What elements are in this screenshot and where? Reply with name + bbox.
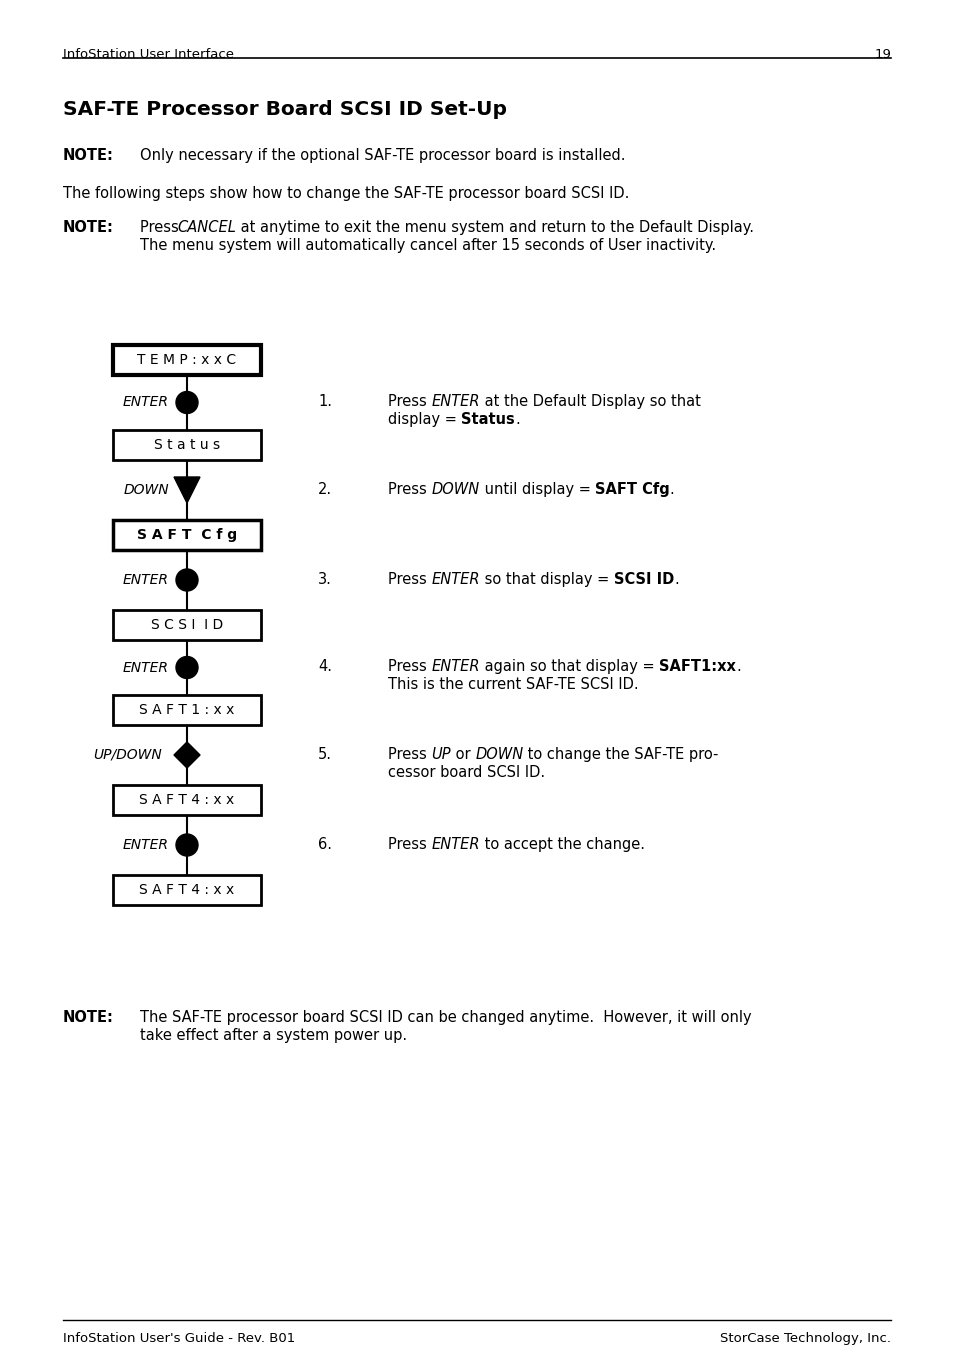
Text: CANCEL: CANCEL <box>177 220 235 235</box>
Text: ENTER: ENTER <box>123 838 169 852</box>
Bar <box>112 430 261 460</box>
Bar <box>112 611 261 639</box>
Text: DOWN: DOWN <box>431 482 479 497</box>
Text: Press: Press <box>140 220 183 235</box>
Text: S A F T 4 : x x: S A F T 4 : x x <box>139 793 234 806</box>
Text: NOTE:: NOTE: <box>63 1010 113 1025</box>
Bar <box>112 345 261 375</box>
Circle shape <box>175 657 198 679</box>
Text: ENTER: ENTER <box>123 574 169 587</box>
Text: .: . <box>515 412 519 427</box>
Text: This is the current SAF-TE SCSI ID.: This is the current SAF-TE SCSI ID. <box>388 678 638 691</box>
Text: ENTER: ENTER <box>431 658 479 674</box>
Text: Press: Press <box>388 394 431 409</box>
Text: until display =: until display = <box>479 482 595 497</box>
Text: ENTER: ENTER <box>123 660 169 675</box>
Text: .: . <box>735 658 740 674</box>
Text: .: . <box>673 572 678 587</box>
Text: SAF-TE Processor Board SCSI ID Set-Up: SAF-TE Processor Board SCSI ID Set-Up <box>63 100 506 119</box>
Text: InfoStation User Interface: InfoStation User Interface <box>63 48 233 62</box>
Text: 19: 19 <box>873 48 890 62</box>
Text: to change the SAF-TE pro-: to change the SAF-TE pro- <box>523 747 719 763</box>
Text: Only necessary if the optional SAF-TE processor board is installed.: Only necessary if the optional SAF-TE pr… <box>140 148 625 163</box>
Circle shape <box>175 392 198 413</box>
Text: display =: display = <box>388 412 461 427</box>
Text: NOTE:: NOTE: <box>63 220 113 235</box>
Text: S C S I  I D: S C S I I D <box>151 617 223 632</box>
Text: ENTER: ENTER <box>431 572 479 587</box>
Text: T E M P : x x C: T E M P : x x C <box>137 353 236 367</box>
Text: S A F T 4 : x x: S A F T 4 : x x <box>139 883 234 897</box>
Text: InfoStation User's Guide - Rev. B01: InfoStation User's Guide - Rev. B01 <box>63 1332 294 1344</box>
Bar <box>112 695 261 726</box>
Text: or: or <box>451 747 475 763</box>
Text: take effect after a system power up.: take effect after a system power up. <box>140 1028 407 1043</box>
Text: .: . <box>669 482 674 497</box>
Text: S A F T 1 : x x: S A F T 1 : x x <box>139 704 234 717</box>
Text: SCSI ID: SCSI ID <box>613 572 673 587</box>
Text: S A F T  C f g: S A F T C f g <box>137 528 236 542</box>
Text: 4.: 4. <box>317 658 332 674</box>
Text: 2.: 2. <box>317 482 332 497</box>
Text: 1.: 1. <box>317 394 332 409</box>
Text: ENTER: ENTER <box>431 836 479 852</box>
Text: UP/DOWN: UP/DOWN <box>93 747 162 763</box>
Text: at the Default Display so that: at the Default Display so that <box>479 394 700 409</box>
Text: The menu system will automatically cancel after 15 seconds of User inactivity.: The menu system will automatically cance… <box>140 238 716 253</box>
Text: The SAF-TE processor board SCSI ID can be changed anytime.  However, it will onl: The SAF-TE processor board SCSI ID can b… <box>140 1010 751 1025</box>
Text: at anytime to exit the menu system and return to the Default Display.: at anytime to exit the menu system and r… <box>235 220 753 235</box>
Text: again so that display =: again so that display = <box>479 658 659 674</box>
Text: Status: Status <box>461 412 515 427</box>
Polygon shape <box>173 476 200 502</box>
Text: Press: Press <box>388 836 431 852</box>
Circle shape <box>175 834 198 856</box>
Text: ENTER: ENTER <box>431 394 479 409</box>
Bar <box>112 875 261 905</box>
Text: SAFT1:xx: SAFT1:xx <box>659 658 735 674</box>
Text: 5.: 5. <box>317 747 332 763</box>
Bar <box>112 784 261 815</box>
Text: Press: Press <box>388 572 431 587</box>
Text: Press: Press <box>388 482 431 497</box>
Text: cessor board SCSI ID.: cessor board SCSI ID. <box>388 765 544 780</box>
Text: S t a t u s: S t a t u s <box>153 438 220 452</box>
Text: to accept the change.: to accept the change. <box>479 836 644 852</box>
Circle shape <box>175 570 198 591</box>
Text: SAFT Cfg: SAFT Cfg <box>595 482 669 497</box>
Text: Press: Press <box>388 747 431 763</box>
Text: The following steps show how to change the SAF-TE processor board SCSI ID.: The following steps show how to change t… <box>63 186 629 201</box>
Text: NOTE:: NOTE: <box>63 148 113 163</box>
Text: UP: UP <box>431 747 451 763</box>
Text: ENTER: ENTER <box>123 396 169 409</box>
Text: DOWN: DOWN <box>475 747 523 763</box>
Text: so that display =: so that display = <box>479 572 613 587</box>
Text: StorCase Technology, Inc.: StorCase Technology, Inc. <box>720 1332 890 1344</box>
Bar <box>112 520 261 550</box>
Polygon shape <box>173 742 200 754</box>
Polygon shape <box>173 754 200 768</box>
Text: 3.: 3. <box>317 572 332 587</box>
Text: DOWN: DOWN <box>123 483 169 497</box>
Text: 6.: 6. <box>317 836 332 852</box>
Text: Press: Press <box>388 658 431 674</box>
